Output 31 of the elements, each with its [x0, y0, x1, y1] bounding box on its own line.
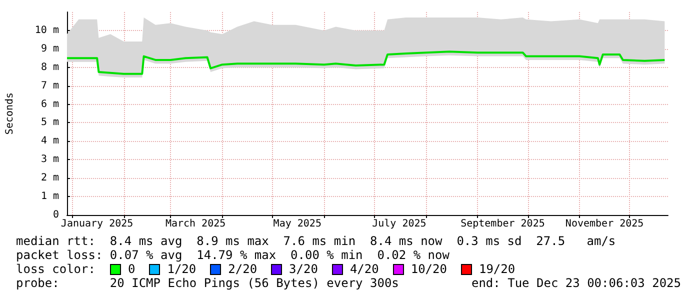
y-tick-label: 1 m	[40, 191, 59, 202]
x-tick-label: September 2025	[460, 218, 545, 230]
text: median rtt: 8.4 ms avg 8.9 ms max 7.6 ms min 8.4 ms now 0.3 ms sd 27.5 am/s	[16, 234, 617, 248]
x-tick-label: March 2025	[165, 218, 226, 230]
y-tick-label: 6 m	[40, 98, 59, 110]
y-tick-label: 2 m	[40, 172, 59, 184]
y-tick-label: 7 m	[40, 80, 59, 92]
y-axis-title: Seconds	[4, 92, 16, 135]
y-tick-label: 4 m	[40, 136, 59, 147]
x-tick-label: January 2025	[60, 218, 134, 230]
y-tick-label: 0	[52, 210, 59, 220]
text: packet loss: 0.07 % avg 14.79 % max 0.00 % min 0.02 % now	[16, 248, 450, 262]
y-tick-label: 10 m	[34, 24, 59, 36]
text: 1/20	[167, 262, 196, 276]
y-tick-label: 3 m	[40, 154, 59, 166]
text: 10/20	[410, 262, 447, 276]
text: loss color:	[16, 262, 96, 276]
text: 3/20	[289, 262, 318, 276]
text: 19/20	[478, 262, 516, 276]
text: 4/20	[350, 262, 379, 276]
text: probe: 20 ICMP Echo Pings (56 Bytes) every 300s	[16, 276, 399, 290]
text: 0	[128, 262, 136, 276]
y-tick-label: 9 m	[40, 43, 59, 54]
x-tick-label: May 2025	[273, 218, 322, 230]
y-tick-label: 5 m	[40, 117, 59, 128]
y-tick-label: 8 m	[40, 62, 59, 73]
line-series	[66, 50, 666, 75]
text: end: Tue Dec 23 00:06:03 2025	[471, 276, 681, 290]
x-tick-label: November 2025	[565, 218, 644, 230]
x-tick-label: July 2025	[372, 218, 426, 230]
text: 2/20	[228, 262, 258, 276]
